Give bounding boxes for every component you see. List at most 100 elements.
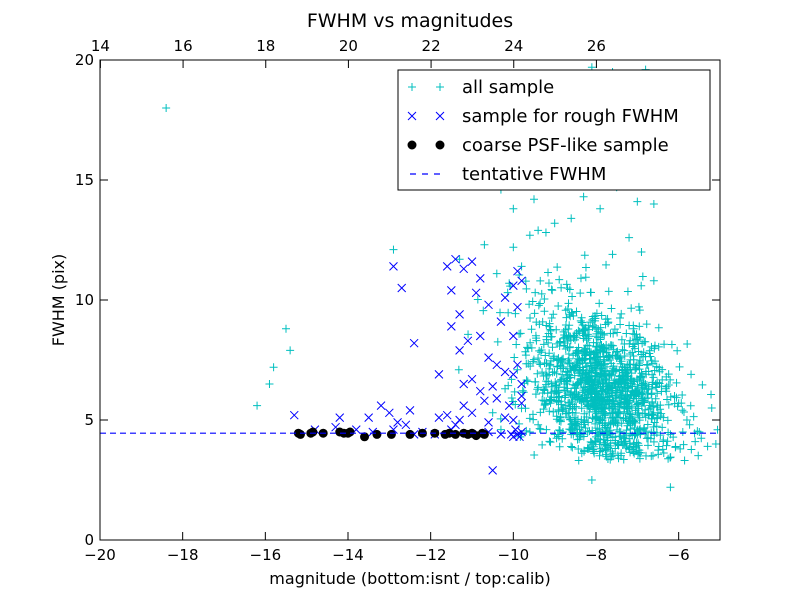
all-sample-point bbox=[582, 362, 591, 371]
all-sample-point bbox=[564, 398, 573, 407]
all-sample-point bbox=[574, 392, 583, 401]
all-sample-point bbox=[595, 428, 604, 437]
legend-marker-rough bbox=[407, 111, 417, 121]
rough-fwhm-point bbox=[496, 317, 506, 326]
all-sample-point bbox=[596, 345, 605, 354]
all-sample-point bbox=[615, 393, 624, 402]
y-tick-label: 0 bbox=[84, 531, 94, 549]
all-sample-point bbox=[552, 412, 561, 421]
top-x-tick-label: 14 bbox=[91, 37, 110, 55]
all-sample-point bbox=[576, 289, 585, 298]
y-tick-label: 20 bbox=[75, 51, 94, 69]
all-sample-point bbox=[645, 346, 654, 355]
all-sample-point bbox=[675, 362, 684, 371]
all-sample-point bbox=[679, 407, 688, 416]
all-sample-point bbox=[530, 195, 538, 204]
all-sample-point bbox=[600, 438, 609, 447]
all-sample-point bbox=[552, 325, 561, 334]
all-sample-point bbox=[616, 353, 625, 362]
all-sample-point bbox=[598, 379, 607, 388]
all-sample-point bbox=[537, 289, 546, 298]
all-sample-point bbox=[583, 443, 592, 452]
legend-marker-all-sample bbox=[436, 83, 444, 91]
all-sample-point bbox=[563, 304, 572, 313]
all-sample-point bbox=[588, 315, 597, 324]
all-sample-point bbox=[558, 407, 567, 416]
all-sample-point bbox=[633, 380, 642, 389]
all-sample-point bbox=[555, 442, 564, 451]
all-sample-point bbox=[649, 437, 658, 446]
all-sample-point bbox=[644, 433, 653, 442]
all-sample-point bbox=[570, 424, 579, 433]
rough-fwhm-point bbox=[409, 338, 419, 348]
all-sample-point bbox=[554, 354, 563, 363]
all-sample-point bbox=[504, 381, 513, 390]
all-sample-point bbox=[536, 360, 545, 369]
all-sample-point bbox=[618, 345, 627, 354]
x-tick-label: −14 bbox=[332, 546, 364, 564]
all-sample-point bbox=[577, 356, 586, 365]
all-sample-point bbox=[608, 449, 617, 458]
all-sample-point bbox=[540, 359, 549, 368]
psf-like-point bbox=[295, 429, 305, 439]
top-x-tick-label: 26 bbox=[587, 37, 606, 55]
all-sample-point bbox=[613, 347, 622, 356]
all-sample-point bbox=[627, 391, 636, 400]
x-tick-label: −20 bbox=[84, 546, 116, 564]
all-sample-point bbox=[581, 263, 590, 272]
all-sample-point bbox=[600, 421, 609, 430]
all-sample-point bbox=[528, 297, 537, 306]
all-sample-point bbox=[666, 453, 675, 462]
all-sample-point bbox=[570, 417, 579, 426]
psf-like-point bbox=[345, 427, 355, 437]
all-sample-point bbox=[609, 341, 618, 350]
all-sample-point bbox=[640, 337, 649, 346]
rough-fwhm-point bbox=[500, 367, 510, 377]
all-sample-point bbox=[565, 358, 574, 367]
all-sample-point bbox=[711, 440, 720, 448]
all-sample-point bbox=[544, 268, 553, 277]
all-sample-point bbox=[638, 398, 647, 407]
all-sample-point bbox=[622, 442, 631, 451]
all-sample-point bbox=[648, 399, 657, 408]
all-sample-point bbox=[584, 321, 593, 330]
all-sample-point bbox=[625, 339, 634, 348]
all-sample-point bbox=[622, 329, 631, 338]
rough-fwhm-point bbox=[467, 408, 477, 418]
all-sample-point bbox=[545, 319, 554, 328]
all-sample-point bbox=[641, 367, 650, 376]
all-sample-point bbox=[689, 412, 698, 421]
all-sample-point bbox=[488, 408, 497, 417]
all-sample-point bbox=[513, 365, 522, 374]
all-sample-point bbox=[538, 396, 547, 405]
all-sample-point bbox=[602, 260, 611, 269]
all-sample-point bbox=[664, 428, 673, 437]
all-sample-point bbox=[589, 380, 598, 389]
all-sample-point bbox=[637, 350, 646, 359]
all-sample-point bbox=[676, 444, 685, 453]
all-sample-point bbox=[618, 440, 627, 449]
rough-fwhm-point bbox=[484, 418, 493, 427]
series-1 bbox=[289, 254, 526, 475]
all-sample-point bbox=[601, 344, 610, 353]
all-sample-point bbox=[617, 335, 626, 344]
all-sample-point bbox=[616, 413, 625, 422]
all-sample-point bbox=[538, 389, 547, 398]
rough-fwhm-point bbox=[513, 266, 522, 276]
all-sample-point bbox=[547, 285, 556, 294]
all-sample-point bbox=[598, 372, 607, 381]
all-sample-point bbox=[635, 388, 644, 397]
all-sample-point bbox=[592, 338, 601, 347]
all-sample-point bbox=[613, 421, 622, 430]
all-sample-point bbox=[521, 351, 530, 360]
all-sample-point bbox=[609, 417, 618, 426]
all-sample-point bbox=[566, 415, 575, 424]
all-sample-point bbox=[707, 404, 716, 412]
all-sample-point bbox=[574, 445, 583, 454]
all-sample-point bbox=[614, 408, 623, 417]
rough-fwhm-point bbox=[480, 396, 489, 406]
all-sample-point bbox=[591, 412, 600, 421]
x-tick-label: −8 bbox=[585, 546, 607, 564]
all-sample-point bbox=[454, 365, 463, 374]
all-sample-point bbox=[588, 396, 597, 405]
